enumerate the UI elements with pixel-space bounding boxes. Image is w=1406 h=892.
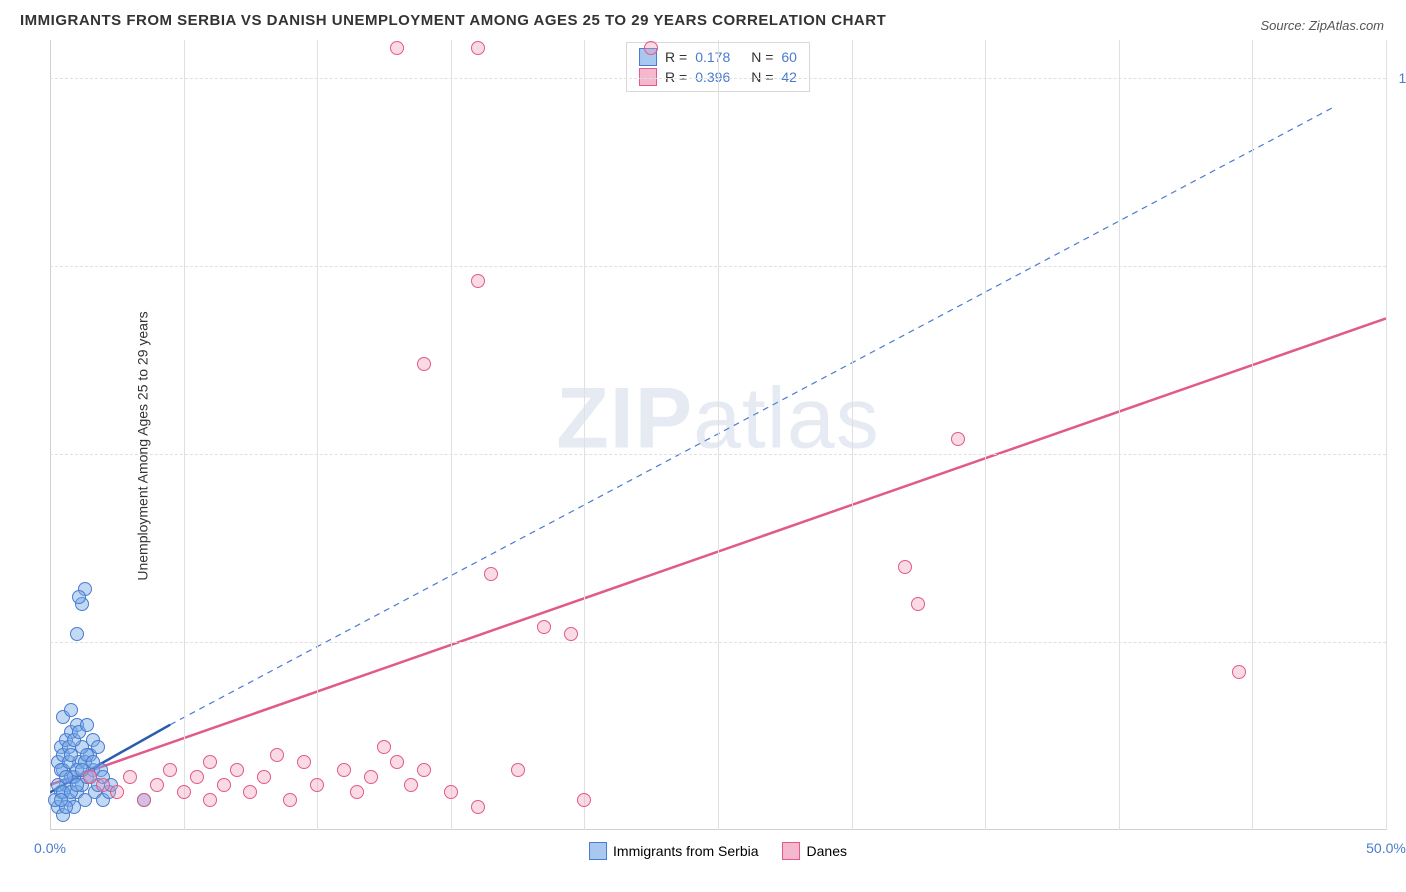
- scatter-point: [951, 432, 965, 446]
- series-legend: Immigrants from Serbia Danes: [589, 842, 847, 860]
- scatter-point: [110, 785, 124, 799]
- legend-series-label: Immigrants from Serbia: [613, 843, 758, 859]
- scatter-point: [484, 567, 498, 581]
- scatter-point: [150, 778, 164, 792]
- chart-title: IMMIGRANTS FROM SERBIA VS DANISH UNEMPLO…: [20, 12, 886, 29]
- scatter-point: [283, 793, 297, 807]
- gridline-vertical: [1252, 40, 1253, 830]
- scatter-point: [64, 748, 78, 762]
- scatter-point: [70, 627, 84, 641]
- legend-n-value: 60: [781, 49, 797, 65]
- scatter-point: [163, 763, 177, 777]
- legend-series-item: Danes: [783, 842, 847, 860]
- legend-swatch: [589, 842, 607, 860]
- scatter-point: [377, 740, 391, 754]
- gridline-vertical: [852, 40, 853, 830]
- scatter-point: [417, 357, 431, 371]
- scatter-point: [471, 41, 485, 55]
- scatter-point: [270, 748, 284, 762]
- trend-line: [170, 108, 1332, 725]
- scatter-point: [471, 800, 485, 814]
- scatter-point: [91, 740, 105, 754]
- gridline-vertical: [1119, 40, 1120, 830]
- legend-n-label: N =: [751, 49, 773, 65]
- scatter-point: [644, 41, 658, 55]
- scatter-point: [1232, 665, 1246, 679]
- scatter-point: [203, 793, 217, 807]
- scatter-point: [243, 785, 257, 799]
- scatter-point: [444, 785, 458, 799]
- scatter-point: [537, 620, 551, 634]
- x-tick-label: 50.0%: [1366, 840, 1406, 856]
- scatter-point: [83, 770, 97, 784]
- scatter-point: [80, 718, 94, 732]
- scatter-point: [511, 763, 525, 777]
- gridline-vertical: [451, 40, 452, 830]
- scatter-point: [310, 778, 324, 792]
- gridline-vertical: [317, 40, 318, 830]
- gridline-vertical: [985, 40, 986, 830]
- scatter-point: [217, 778, 231, 792]
- scatter-point: [350, 785, 364, 799]
- scatter-point: [404, 778, 418, 792]
- scatter-point: [577, 793, 591, 807]
- scatter-point: [177, 785, 191, 799]
- legend-r-value: 0.178: [695, 49, 743, 65]
- legend-series-label: Danes: [807, 843, 847, 859]
- scatter-point: [72, 590, 86, 604]
- scatter-point: [390, 755, 404, 769]
- scatter-point: [364, 770, 378, 784]
- scatter-point: [471, 274, 485, 288]
- scatter-point: [230, 763, 244, 777]
- gridline-vertical: [718, 40, 719, 830]
- y-axis-line: [50, 40, 51, 830]
- scatter-point: [337, 763, 351, 777]
- legend-series-item: Immigrants from Serbia: [589, 842, 758, 860]
- scatter-point: [123, 770, 137, 784]
- scatter-point: [64, 703, 78, 717]
- scatter-plot-area: ZIPatlas R =0.178N =60R =0.396N =42 Immi…: [50, 40, 1386, 830]
- legend-r-label: R =: [665, 49, 687, 65]
- scatter-point: [257, 770, 271, 784]
- scatter-point: [297, 755, 311, 769]
- scatter-point: [417, 763, 431, 777]
- gridline-vertical: [1386, 40, 1387, 830]
- y-tick-label: 100.0%: [1399, 70, 1406, 86]
- watermark-bold: ZIP: [556, 371, 693, 467]
- scatter-point: [911, 597, 925, 611]
- scatter-point: [203, 755, 217, 769]
- scatter-point: [390, 41, 404, 55]
- scatter-point: [86, 755, 100, 769]
- scatter-point: [898, 560, 912, 574]
- source-attribution: Source: ZipAtlas.com: [1260, 18, 1384, 33]
- x-tick-label: 0.0%: [34, 840, 66, 856]
- scatter-point: [137, 793, 151, 807]
- gridline-vertical: [184, 40, 185, 830]
- scatter-point: [190, 770, 204, 784]
- legend-swatch: [783, 842, 801, 860]
- scatter-point: [564, 627, 578, 641]
- scatter-point: [70, 778, 84, 792]
- gridline-vertical: [584, 40, 585, 830]
- scatter-point: [96, 778, 110, 792]
